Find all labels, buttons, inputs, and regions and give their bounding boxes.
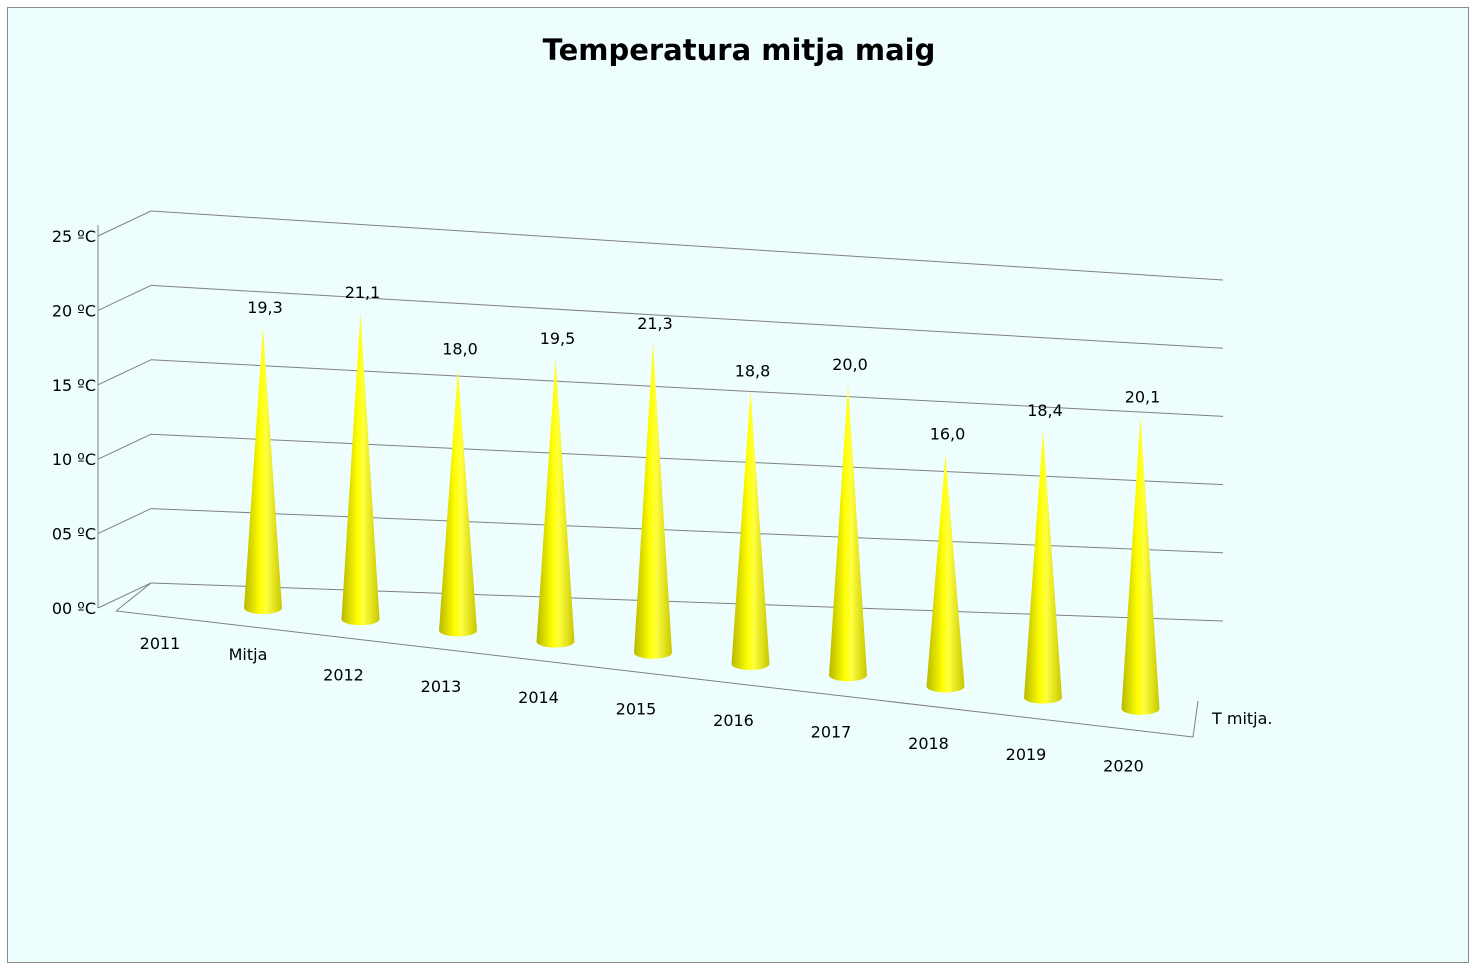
data-label: 19,3: [247, 298, 283, 317]
data-label: 20,0: [832, 355, 868, 374]
x-category-label: 2014: [518, 688, 559, 707]
cone-2015: [634, 342, 672, 659]
cone-body: [634, 342, 672, 659]
x-category-label: 2018: [908, 734, 949, 753]
gridline-side: [97, 508, 152, 535]
cone-body: [1121, 416, 1160, 715]
x-category-label: 2019: [1006, 745, 1047, 764]
cone-2020: [1121, 416, 1160, 715]
gridline: [150, 284, 1224, 349]
cones: [244, 312, 1160, 715]
gridline: [150, 210, 1224, 281]
y-tick-label: 10 ºC: [52, 450, 96, 469]
cone-body: [536, 357, 575, 648]
gridline: [150, 433, 1224, 486]
chart-area: Temperatura mitja maig 00 ºC 05 ºC 10 ºC 15…: [7, 7, 1469, 963]
data-labels: 19,3 21,1 18,0 19,5 21,3 18,8 20,0 16,0 18,4 20,1: [247, 283, 1160, 443]
cone-body: [926, 453, 965, 693]
x-category-label: 2017: [811, 722, 852, 741]
data-label: 18,0: [442, 340, 478, 359]
data-label: 20,1: [1125, 387, 1161, 406]
y-tick-label: 15 ºC: [52, 376, 96, 395]
y-tick-label: 20 ºC: [52, 301, 96, 320]
cone-body: [244, 327, 282, 614]
floor-left-edge: [115, 582, 152, 612]
cone-chart: Temperatura mitja maig 00 ºC 05 ºC 10 ºC 15…: [52, 33, 1273, 776]
gridline-side: [97, 210, 152, 237]
data-label: 19,5: [540, 329, 576, 348]
x-category-label: 2020: [1103, 757, 1144, 776]
cone-body: [731, 390, 770, 670]
chart-title: Temperatura mitja maig: [543, 33, 936, 67]
data-label: 18,4: [1027, 401, 1063, 420]
depth-axis-label: Mitja: [229, 645, 268, 664]
gridline-side: [97, 433, 152, 460]
cone-2011: [244, 327, 282, 614]
cone-2018: [926, 453, 965, 693]
data-label: 16,0: [930, 425, 966, 444]
cone-2016: [731, 390, 770, 670]
cone-2012: [341, 312, 380, 626]
cone-2014: [536, 357, 575, 648]
y-tick-label: 00 ºC: [52, 599, 96, 618]
data-label: 18,8: [735, 361, 771, 380]
gridline: [150, 582, 1224, 622]
gridline-side: [97, 582, 152, 609]
x-category-label: 2011: [140, 634, 181, 653]
x-category-label: 2013: [421, 677, 462, 696]
y-axis-ticks: 00 ºC 05 ºC 10 ºC 15 ºC 20 ºC 25 ºC: [52, 227, 96, 618]
floor-front-edge: [115, 610, 1194, 738]
cone-body: [341, 312, 380, 626]
gridline: [150, 359, 1224, 417]
gridline-side: [97, 359, 152, 386]
x-category-label: 2015: [616, 700, 657, 719]
floor-right-edge: [1192, 700, 1199, 738]
gridline-side: [97, 284, 152, 311]
cone-2013: [439, 368, 477, 637]
cone-body: [439, 368, 477, 637]
grid-layer: [97, 210, 1224, 738]
cone-2019: [1024, 429, 1062, 704]
data-label: 21,3: [637, 314, 673, 333]
y-tick-label: 05 ºC: [52, 525, 96, 544]
cone-body: [829, 384, 867, 682]
cone-body: [1024, 429, 1062, 704]
gridline: [150, 508, 1224, 554]
cone-2017: [829, 384, 867, 682]
data-label: 21,1: [345, 283, 381, 302]
x-category-label: 2012: [323, 665, 364, 684]
x-axis-categories: 2011 2012 2013 2014 2015 2016 2017 2018 2019 2020: [140, 634, 1144, 776]
series-axis-label: T mitja.: [1211, 709, 1273, 728]
y-tick-label: 25 ºC: [52, 227, 96, 246]
x-category-label: 2016: [713, 711, 754, 730]
